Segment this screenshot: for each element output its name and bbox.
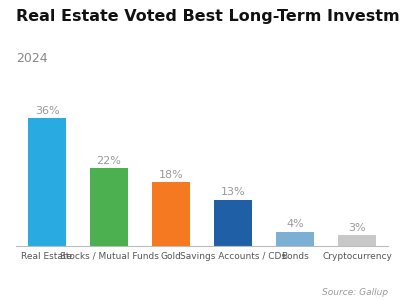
Text: 2024: 2024: [16, 52, 48, 65]
Bar: [28, 118, 66, 246]
Bar: [276, 232, 314, 246]
Text: 4%: 4%: [286, 219, 304, 229]
Text: 36%: 36%: [35, 106, 59, 116]
Text: 18%: 18%: [159, 170, 183, 180]
Text: 22%: 22%: [96, 155, 122, 166]
Bar: [90, 168, 128, 246]
Bar: [152, 182, 190, 246]
Bar: [338, 236, 376, 246]
Bar: [214, 200, 252, 246]
Text: 3%: 3%: [348, 223, 366, 233]
Text: Source: Gallup: Source: Gallup: [322, 288, 388, 297]
Text: 13%: 13%: [221, 188, 245, 197]
Text: Real Estate Voted Best Long-Term Investment: Real Estate Voted Best Long-Term Investm…: [16, 9, 400, 24]
